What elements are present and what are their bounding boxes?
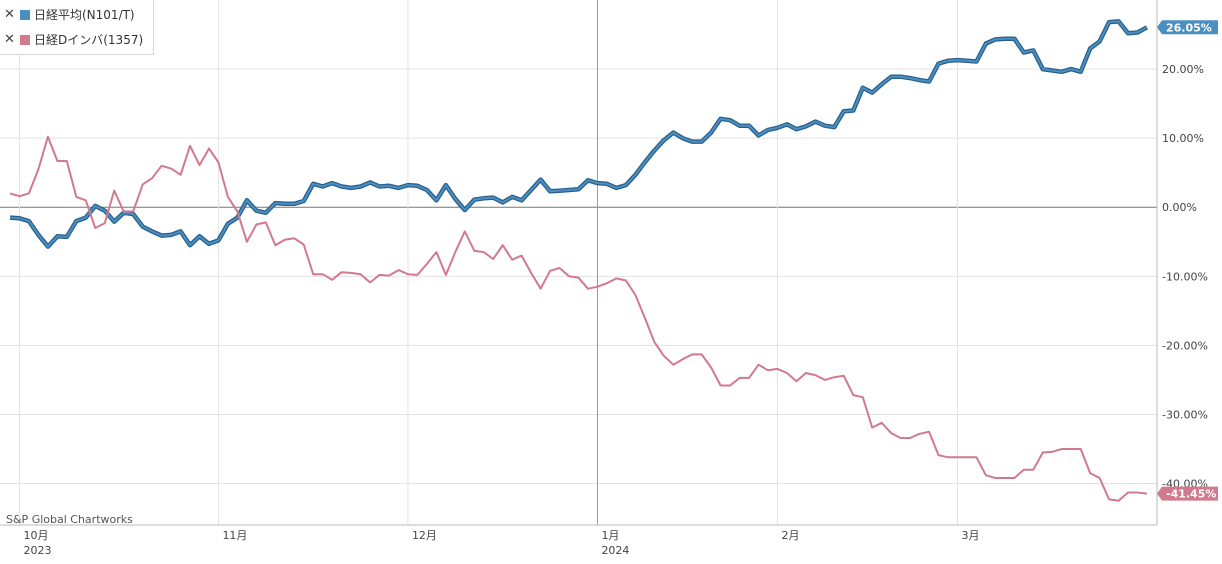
series-lines (9, 19, 1149, 502)
last-value-label: 26.05% (1166, 21, 1212, 34)
remove-series-icon[interactable]: ✕ (4, 7, 15, 22)
last-value-label: -41.45% (1166, 488, 1216, 501)
series-line-inverse (9, 135, 1148, 502)
remove-series-icon[interactable]: ✕ (4, 32, 15, 47)
legend-item-nikkei[interactable]: ✕ 日経平均(N101/T) (4, 2, 143, 27)
series-line-nikkei (9, 20, 1148, 248)
x-tick-label: 10月 (23, 529, 48, 542)
legend-label-inverse: 日経Dインバ(1357) (34, 33, 144, 47)
y-tick-label: -10.00% (1162, 270, 1208, 283)
x-tick-year-label: 2024 (601, 544, 629, 557)
x-tick-label: 1月 (601, 529, 619, 542)
x-tick-label: 3月 (962, 529, 980, 542)
chart-credit: S&P Global Chartworks (6, 513, 133, 526)
last-value-badge (1157, 20, 1218, 35)
legend-swatch-nikkei (20, 9, 30, 20)
plot-background (0, 0, 1157, 525)
x-tick-year-label: 2023 (23, 544, 51, 557)
y-tick-label: -20.00% (1162, 339, 1208, 352)
x-tick-label: 12月 (412, 529, 437, 542)
y-tick-label: 20.00% (1162, 63, 1204, 76)
grid-lines (0, 0, 1157, 525)
last-value-badge (1157, 486, 1218, 501)
legend-swatch-inverse (20, 34, 30, 45)
y-tick-label: 0.00% (1162, 201, 1197, 214)
y-tick-label: -30.00% (1162, 408, 1208, 421)
y-tick-label: 10.00% (1162, 132, 1204, 145)
legend-item-inverse[interactable]: ✕ 日経Dインバ(1357) (4, 27, 143, 52)
legend: ✕ 日経平均(N101/T) ✕ 日経Dインバ(1357) (0, 0, 155, 55)
x-tick-label: 11月 (222, 529, 247, 542)
x-tick-label: 2月 (781, 529, 799, 542)
legend-label-nikkei: 日経平均(N101/T) (34, 8, 135, 22)
